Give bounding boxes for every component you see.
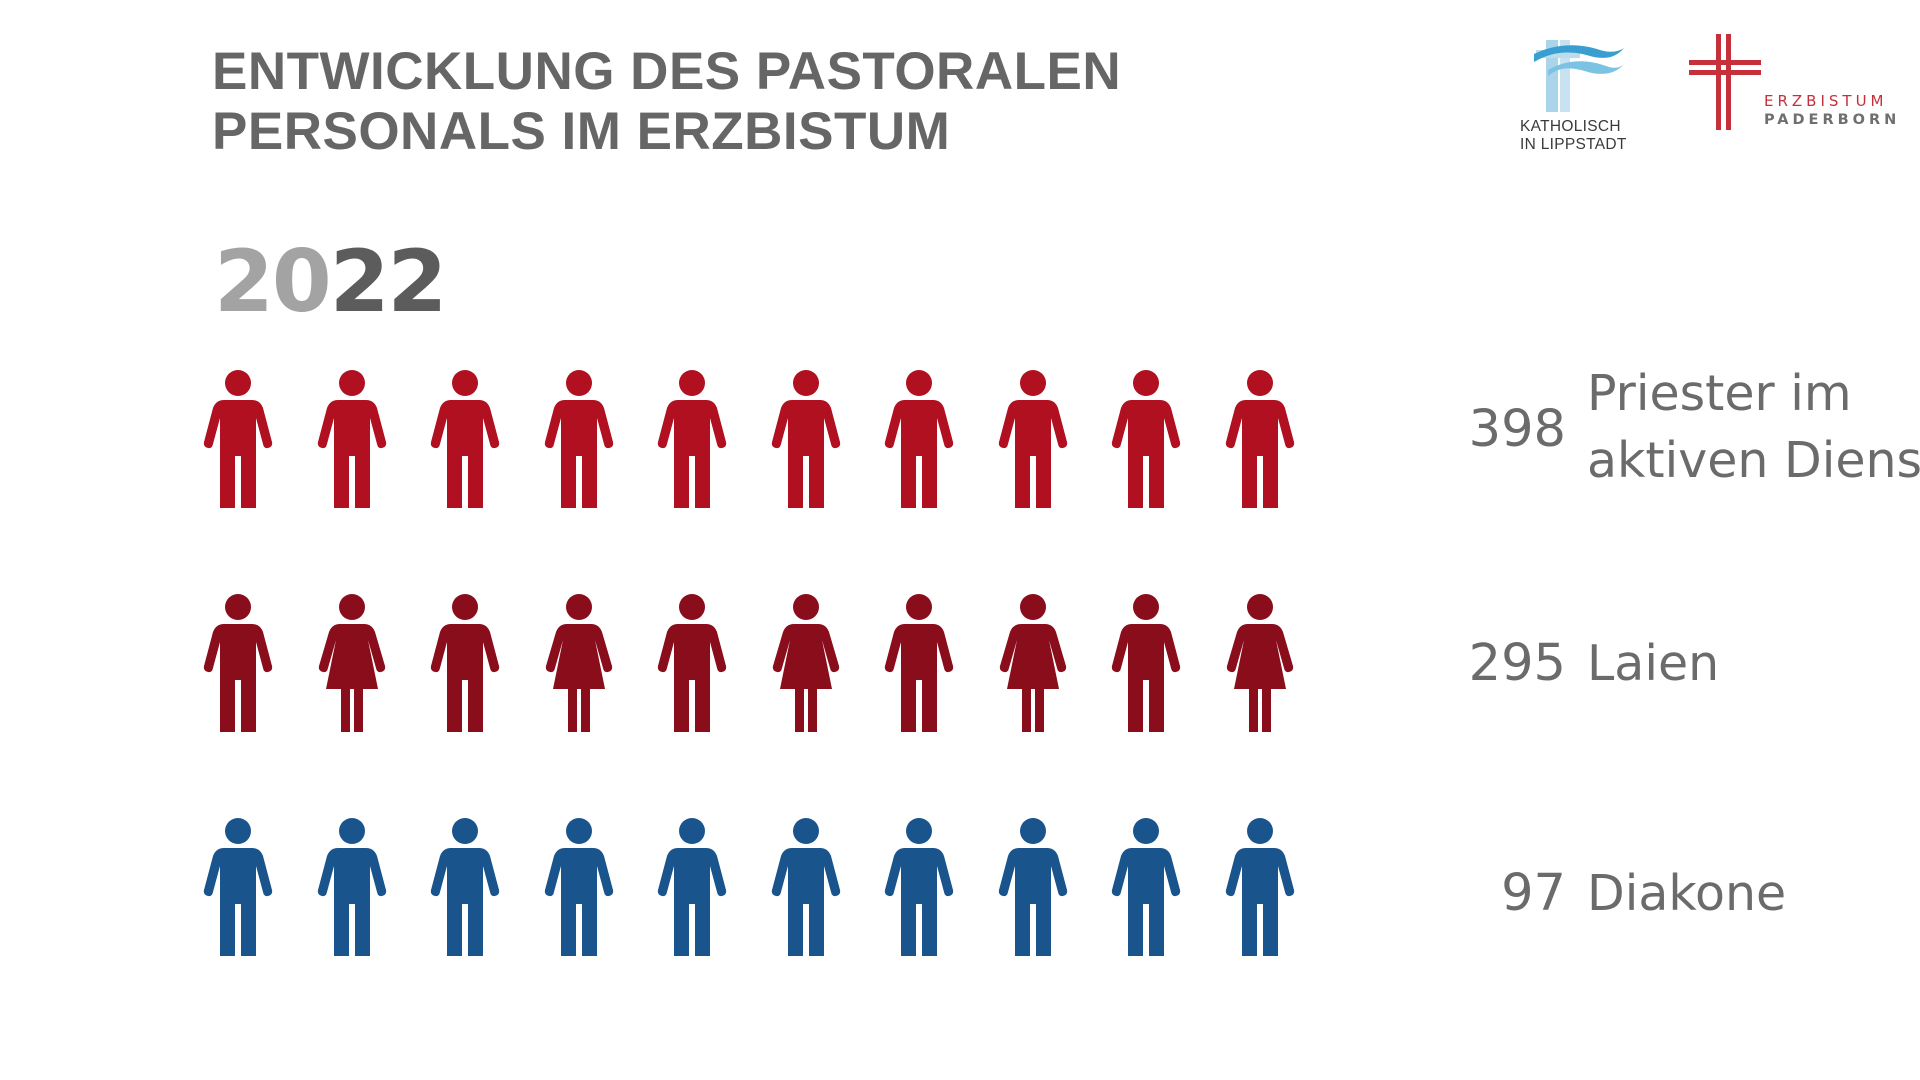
person-female-icon bbox=[541, 594, 617, 734]
count-priester: 398 bbox=[1426, 400, 1566, 460]
person-male-icon bbox=[881, 818, 957, 958]
person-male-icon bbox=[1222, 370, 1298, 510]
page-title-line-1: ENTWICKLUNG DES PASTORALEN bbox=[212, 42, 1121, 102]
person-male-icon bbox=[881, 370, 957, 510]
person-female-icon bbox=[768, 594, 844, 734]
person-male-icon bbox=[654, 594, 730, 734]
person-male-icon bbox=[995, 370, 1071, 510]
label-laien: Laien bbox=[1587, 630, 1719, 697]
person-male-icon bbox=[427, 370, 503, 510]
label-diakone: Diakone bbox=[1587, 860, 1786, 927]
person-female-icon bbox=[314, 594, 390, 734]
katholisch-logo-line-2: IN LIPPSTADT bbox=[1520, 136, 1627, 154]
person-male-icon bbox=[200, 594, 276, 734]
person-male-icon bbox=[881, 594, 957, 734]
label-priester: Priester im aktiven Dienst bbox=[1587, 360, 1920, 494]
person-male-icon bbox=[768, 818, 844, 958]
person-male-icon bbox=[654, 818, 730, 958]
year-suffix: 22 bbox=[330, 232, 446, 332]
person-male-icon bbox=[427, 818, 503, 958]
person-female-icon bbox=[1222, 594, 1298, 734]
katholisch-in-lippstadt-logo: KATHOLISCH IN LIPPSTADT bbox=[1508, 36, 1638, 160]
person-male-icon bbox=[1108, 594, 1184, 734]
person-male-icon bbox=[541, 370, 617, 510]
erzbistum-logo-line-2: PADERBORN bbox=[1764, 112, 1900, 128]
person-female-icon bbox=[995, 594, 1071, 734]
count-diakone: 97 bbox=[1426, 864, 1566, 924]
katholisch-logo-text: KATHOLISCH IN LIPPSTADT bbox=[1520, 118, 1627, 154]
person-male-icon bbox=[541, 818, 617, 958]
figure-row-priester bbox=[200, 370, 1290, 510]
figure-row-laien bbox=[200, 594, 1290, 734]
year-label: 2022 bbox=[214, 232, 445, 332]
person-male-icon bbox=[1108, 370, 1184, 510]
person-male-icon bbox=[427, 594, 503, 734]
year-prefix: 20 bbox=[214, 232, 330, 332]
label-priester-line-2: aktiven Dienst bbox=[1587, 427, 1920, 494]
person-male-icon bbox=[200, 818, 276, 958]
count-laien: 295 bbox=[1426, 634, 1566, 694]
person-male-icon bbox=[654, 370, 730, 510]
person-male-icon bbox=[995, 818, 1071, 958]
erzbistum-logo-line-1: ERZBISTUM bbox=[1764, 92, 1888, 110]
wave-cross-icon bbox=[1528, 36, 1628, 116]
erzbistum-paderborn-logo: ERZBISTUM PADERBORN bbox=[1686, 32, 1906, 142]
label-priester-line-1: Priester im bbox=[1587, 360, 1920, 427]
person-male-icon bbox=[314, 818, 390, 958]
cross-icon bbox=[1686, 32, 1766, 132]
page-title-line-2: PERSONALS IM ERZBISTUM bbox=[212, 102, 1121, 162]
person-male-icon bbox=[768, 370, 844, 510]
person-male-icon bbox=[1108, 818, 1184, 958]
person-male-icon bbox=[1222, 818, 1298, 958]
figure-row-diakone bbox=[200, 818, 1290, 958]
page-title: ENTWICKLUNG DES PASTORALEN PERSONALS IM … bbox=[212, 42, 1121, 162]
person-male-icon bbox=[314, 370, 390, 510]
katholisch-logo-line-1: KATHOLISCH bbox=[1520, 118, 1627, 136]
person-male-icon bbox=[200, 370, 276, 510]
